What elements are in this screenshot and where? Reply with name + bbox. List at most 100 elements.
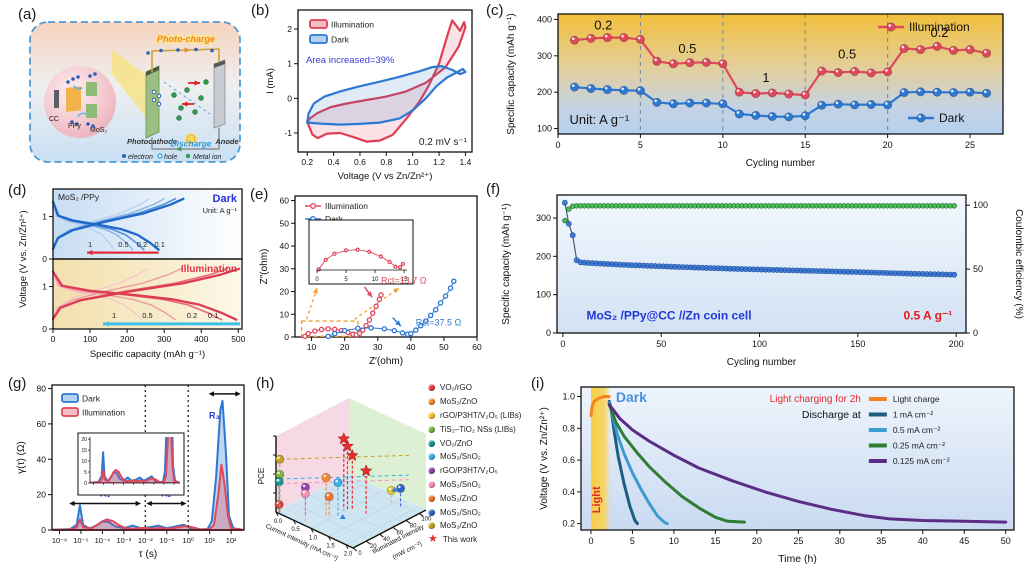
i-legend-1: 1 mA cm⁻² <box>893 410 934 420</box>
svg-text:10⁻⁴: 10⁻⁴ <box>95 536 111 545</box>
panel-a-schematic: CC PPy MoS₂ Photo-charge Photocathode Dischar… <box>28 20 242 171</box>
svg-text:1.0: 1.0 <box>562 392 575 402</box>
panel-e-svg: 10 20 30 40 50 600102030405060IlluminationDar… <box>259 195 482 367</box>
svg-text:50: 50 <box>280 218 290 228</box>
i-legend-3: 0.25 mA cm⁻² <box>893 441 945 451</box>
svg-text:40: 40 <box>280 241 290 251</box>
f-ylabel: Specific capacity (mAh g⁻¹) <box>501 203 512 324</box>
svg-text:2.0: 2.0 <box>344 552 353 558</box>
svg-text:50: 50 <box>973 264 983 274</box>
svg-text:0.1: 0.1 <box>155 240 165 249</box>
svg-text:0.4: 0.4 <box>562 487 575 497</box>
d-xlabel: Specific capacity (mAh g⁻¹) <box>90 349 205 360</box>
svg-text:-1: -1 <box>284 128 292 138</box>
anode-slab <box>213 59 226 129</box>
svg-text:40: 40 <box>406 342 416 352</box>
h-legend-item: rGO/P3HT/V₂O₅ (LIBs) <box>428 409 538 423</box>
svg-text:50: 50 <box>439 342 449 352</box>
b-annotation: Area increased=39% <box>306 55 395 66</box>
c-rate-label: 0.2 <box>930 25 948 40</box>
f-xlabel: Cycling number <box>727 357 797 368</box>
i-ylabel: Voltage (V vs. Zn/Zn²⁺) <box>539 407 550 510</box>
svg-text:1.0: 1.0 <box>407 157 419 167</box>
svg-text:0: 0 <box>284 332 289 342</box>
svg-text:200: 200 <box>120 334 134 344</box>
c-rate-label: 0.5 <box>838 47 856 62</box>
i-light-label: Light <box>591 486 603 513</box>
svg-text:0.2: 0.2 <box>187 311 197 320</box>
e-rct-annotation: Rct=13.7 Ω <box>381 276 427 286</box>
svg-text:300: 300 <box>536 213 551 223</box>
h-legend-item: MoS₂/ZnO <box>428 519 538 533</box>
svg-text:0: 0 <box>973 328 978 338</box>
svg-text:40: 40 <box>383 537 390 543</box>
b-legend-illumination: Illumination <box>331 20 374 30</box>
panel-h-3d-chart: 0.0 0.5 1.0 1.5 2.0 0 20 40 60 80 100 Current inten… <box>256 386 432 566</box>
g-ylabel: γ(τ) (Ω) <box>16 441 27 474</box>
panel-c-rate-chart: 0 5 10 15 20 25 100 200 300 400 0.2 0.5 1 0.5 0.2 Unit:… <box>500 2 1015 179</box>
photo-charge-label: Photo-charge <box>157 34 215 44</box>
e-legend-illumination: Illumination <box>325 201 368 211</box>
panel-g-drt-chart: 10⁻⁶ 10⁻⁵ 10⁻⁴ 10⁻³ 10⁻² 10⁻¹ 10⁰ 10¹ 10² 0 20 40 60… <box>12 377 252 566</box>
svg-text:10⁻¹: 10⁻¹ <box>159 536 174 545</box>
c-unit-label: Unit: A g⁻¹ <box>570 112 630 127</box>
c-legend-illumination: Illumination <box>909 20 970 34</box>
svg-text:0: 0 <box>287 93 292 103</box>
h-legend-item: MoS₂/SnO₂ <box>428 505 538 519</box>
svg-text:0: 0 <box>42 254 47 264</box>
h-legend-item: VO₂/rGO <box>428 381 538 395</box>
c-xlabel: Cycling number <box>746 158 816 169</box>
i-annotation-discharge: Discharge at <box>802 409 861 421</box>
svg-text:20: 20 <box>81 437 87 443</box>
panel-label-c: (c) <box>486 2 504 19</box>
i-legend-4: 0.125 mA cm⁻² <box>893 456 950 466</box>
e-rct-annotation: Rct=37.5 Ω <box>416 318 462 328</box>
panel-b-cv-chart: 0.2 0.4 0.6 0.8 1.0 1.2 1.4 -1 0 1 2 Voltage (V vs … <box>262 2 480 195</box>
svg-text:20: 20 <box>370 544 377 550</box>
svg-text:40: 40 <box>918 536 928 546</box>
svg-text:45: 45 <box>959 536 969 546</box>
svg-text:10⁰: 10⁰ <box>183 536 194 545</box>
svg-text:0.6: 0.6 <box>354 157 366 167</box>
svg-text:0.4: 0.4 <box>328 157 340 167</box>
h-legend-item: MoS₂/SnO₂ <box>428 450 538 464</box>
svg-text:10²: 10² <box>226 536 237 545</box>
svg-text:10: 10 <box>372 277 379 283</box>
d-dark-label: Dark <box>213 193 238 205</box>
svg-text:0.8: 0.8 <box>380 157 392 167</box>
svg-text:100: 100 <box>752 339 767 349</box>
c-rate-label: 0.5 <box>678 41 696 56</box>
g-legend-illumination: Illumination <box>82 408 125 418</box>
svg-text:35: 35 <box>876 536 886 546</box>
svg-text:10⁻⁶: 10⁻⁶ <box>52 536 67 545</box>
svg-text:10⁻³: 10⁻³ <box>116 536 131 545</box>
svg-text:0.0: 0.0 <box>274 519 283 525</box>
svg-text:0: 0 <box>42 324 47 334</box>
f-cell-label: MoS₂ /PPy@CC //Zn coin cell <box>586 309 751 323</box>
svg-text:0.2: 0.2 <box>137 240 147 249</box>
svg-text:1: 1 <box>42 282 47 292</box>
e-inset <box>308 219 414 285</box>
svg-text:80: 80 <box>37 384 47 394</box>
i-legend-0: Light charge <box>893 394 940 404</box>
svg-text:200: 200 <box>536 251 551 261</box>
svg-text:0: 0 <box>560 339 565 349</box>
svg-text:500: 500 <box>231 334 245 344</box>
b-ylabel: I (mA) <box>265 68 276 94</box>
panel-a-svg: CC PPy MoS₂ Photo-charge PhotocathodeDischar… <box>29 21 241 163</box>
svg-text:0.8: 0.8 <box>562 423 575 433</box>
svg-text:0.2: 0.2 <box>562 519 575 529</box>
svg-text:15: 15 <box>81 448 87 454</box>
photocathode-label: Photocathode <box>127 137 177 146</box>
hole-legend-label: hole <box>164 154 177 161</box>
svg-text:10: 10 <box>718 140 728 150</box>
g-xlabel: τ (s) <box>139 549 157 560</box>
panel-label-b: (b) <box>251 2 270 19</box>
c-rate-label: 1 <box>762 70 769 85</box>
svg-text:1: 1 <box>88 240 92 249</box>
c-legend-dark: Dark <box>939 111 965 125</box>
anode-label: Anode <box>214 137 238 146</box>
panel-d-gcd-chart: 0 1 0 1 0 100 200 300 400 500 1 0.5 0.2 0.1 1 0.5 0.2 0.1… <box>15 183 250 378</box>
e-xlabel: Z′(ohm) <box>369 356 403 367</box>
svg-text:0.5: 0.5 <box>291 527 300 533</box>
